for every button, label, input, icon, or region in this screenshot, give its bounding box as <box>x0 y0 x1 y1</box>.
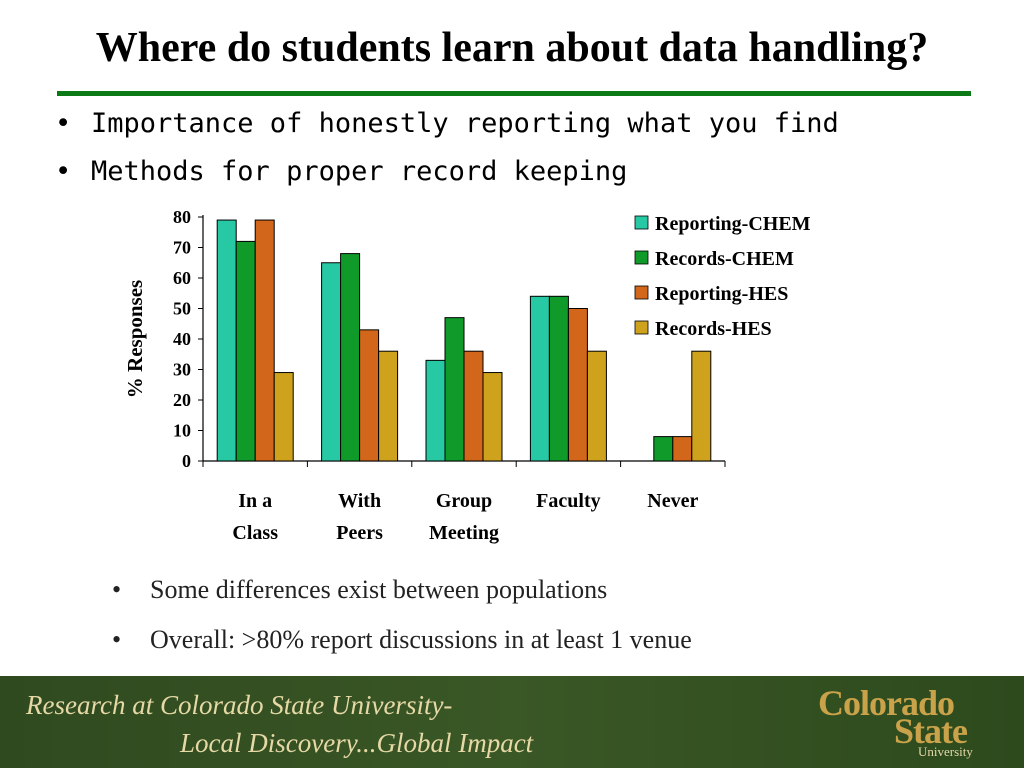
bullet-item: • Some differences exist between populati… <box>112 568 692 618</box>
bullet-item: • Importance of honestly reporting what y… <box>55 100 839 148</box>
y-tick-label: 50 <box>173 299 191 319</box>
bar-reporting-chem <box>529 295 550 462</box>
footer-banner: Research at Colorado State University- L… <box>0 676 1024 768</box>
legend-label: Reporting-CHEM <box>655 213 811 235</box>
y-tick-label: 80 <box>173 207 191 227</box>
bullet-text: Methods for proper record keeping <box>91 156 628 187</box>
bar-records-chem <box>235 240 256 462</box>
slide-title: Where do students learn about data handl… <box>95 25 929 71</box>
bar-records-chem <box>548 295 569 462</box>
bullet-icon: • <box>55 108 72 139</box>
x-tick-label: Group <box>436 490 492 512</box>
bullet-text: Importance of honestly reporting what yo… <box>91 108 839 139</box>
title-underline <box>57 91 971 96</box>
top-bullet-list: • Importance of honestly reporting what y… <box>55 100 839 196</box>
bar-records-hes <box>378 350 399 462</box>
x-tick-label: Peers <box>336 522 383 544</box>
legend-label: Records-HES <box>655 318 772 340</box>
logo-text-state: State <box>894 711 968 751</box>
bar-records-chem <box>653 436 674 462</box>
bullet-text: Overall: >80% report discussions in at l… <box>150 625 692 654</box>
bar-records-hes <box>586 350 607 462</box>
y-tick-label: 60 <box>173 268 191 288</box>
y-tick-label: 30 <box>173 360 191 380</box>
footer-tagline-2: Local Discovery...Global Impact <box>180 728 534 758</box>
y-tick-label: 0 <box>182 451 191 471</box>
bar-reporting-hes <box>567 308 588 462</box>
legend-label: Reporting-HES <box>655 283 788 305</box>
bar-chart: 0 10 20 30 40 50 60 70 80 % Responses In a Class Wit… <box>123 207 811 544</box>
footer-tagline-1: Research at Colorado State University- <box>26 690 453 720</box>
legend-swatch <box>634 320 649 335</box>
legend-label: Records-CHEM <box>655 248 794 270</box>
y-axis-title: % Responses <box>123 280 147 398</box>
bar-reporting-hes <box>463 350 484 462</box>
university-logo: Colorado State University <box>818 682 998 764</box>
logo-text-colorado: Colorado <box>818 683 955 723</box>
bullet-text: Some differences exist between populatio… <box>150 575 608 604</box>
bottom-bullet-list: • Some differences exist between populati… <box>112 568 692 668</box>
bar-records-hes <box>273 372 294 462</box>
bar-reporting-chem <box>216 219 237 462</box>
bar-reporting-hes <box>359 329 380 462</box>
legend-swatch <box>634 250 649 265</box>
x-tick-label: Never <box>647 490 698 512</box>
legend-swatch <box>634 285 649 300</box>
x-tick-label: Faculty <box>536 490 600 512</box>
bar-records-hes <box>482 372 503 462</box>
bar-records-chem <box>444 317 465 462</box>
y-tick-label: 40 <box>173 329 191 349</box>
y-tick-label: 10 <box>173 421 191 441</box>
bar-records-chem <box>340 253 361 462</box>
bar-records-hes <box>691 350 712 462</box>
x-tick-label: In a <box>238 490 272 512</box>
bar-reporting-hes <box>254 219 275 462</box>
x-tick-label: Meeting <box>429 522 499 544</box>
y-tick-label: 70 <box>173 238 191 258</box>
bullet-icon: • <box>112 625 122 654</box>
bar-reporting-hes <box>672 436 693 462</box>
y-tick-label: 20 <box>173 390 191 410</box>
bar-reporting-chem <box>321 262 342 462</box>
bar-reporting-chem <box>425 359 446 462</box>
x-tick-label: With <box>338 490 381 512</box>
bullet-icon: • <box>55 156 72 187</box>
logo-text-university: University <box>918 744 973 759</box>
legend-swatch <box>634 215 649 230</box>
x-tick-label: Class <box>232 522 278 544</box>
bullet-icon: • <box>112 575 122 604</box>
bullet-item: • Overall: >80% report discussions in at … <box>112 618 692 668</box>
bullet-item: • Methods for proper record keeping <box>55 148 839 196</box>
